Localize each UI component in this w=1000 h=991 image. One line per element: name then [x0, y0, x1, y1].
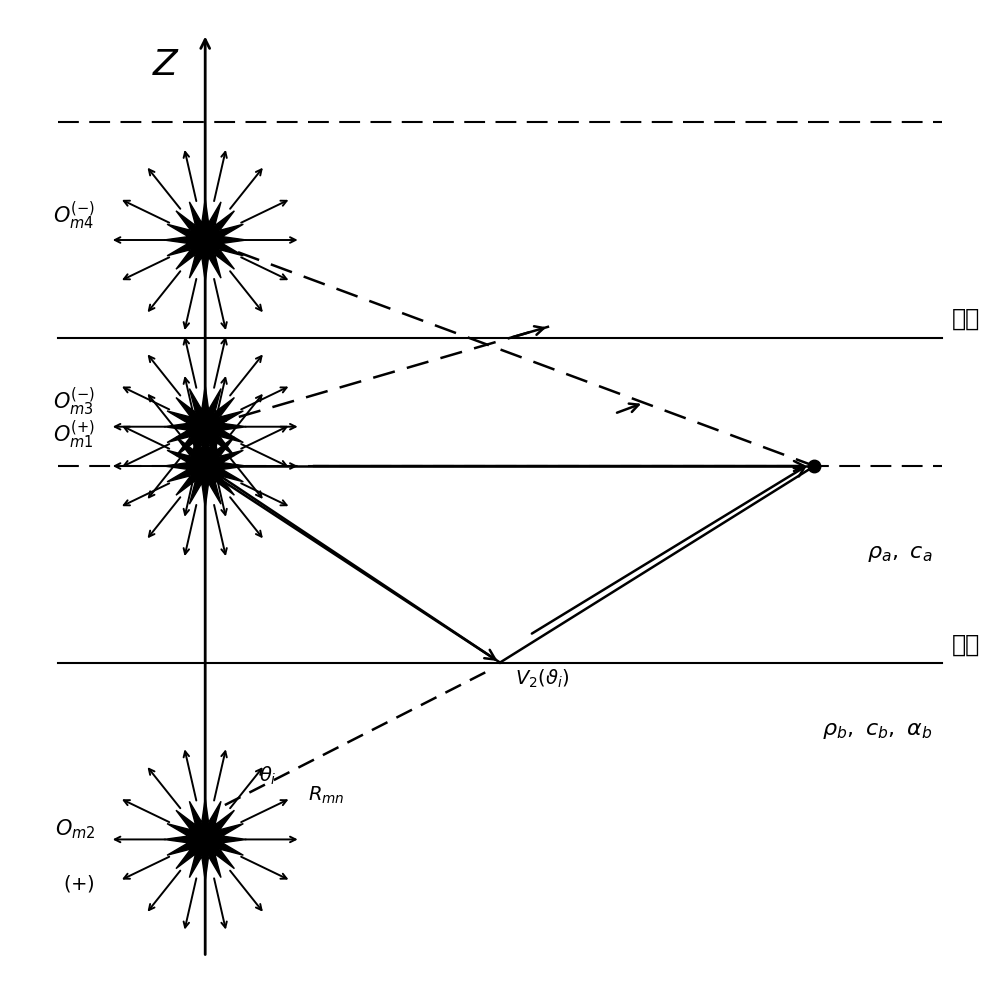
- Text: $\theta_i$: $\theta_i$: [259, 764, 277, 787]
- Text: $(+)$: $(+)$: [63, 873, 95, 894]
- Text: 海底: 海底: [952, 633, 980, 657]
- Text: $\rho_a,\ c_a$: $\rho_a,\ c_a$: [867, 544, 932, 565]
- Polygon shape: [164, 385, 246, 468]
- Text: $O^{(-)}_{m3}$: $O^{(-)}_{m3}$: [53, 385, 95, 418]
- Polygon shape: [164, 199, 246, 281]
- Text: $\mathit{Z}$: $\mathit{Z}$: [152, 49, 181, 82]
- Text: $R_{mn}$: $R_{mn}$: [308, 785, 345, 806]
- Polygon shape: [164, 425, 246, 507]
- Text: $O_{m2}$: $O_{m2}$: [55, 818, 95, 841]
- Text: 海面: 海面: [952, 306, 980, 331]
- Text: $O^{(-)}_{m4}$: $O^{(-)}_{m4}$: [53, 199, 95, 232]
- Text: $V_2(\vartheta_i)$: $V_2(\vartheta_i)$: [515, 668, 569, 690]
- Text: $O^{(+)}_{m1}$: $O^{(+)}_{m1}$: [53, 418, 95, 451]
- Text: $\rho_b,\ c_b,\ \alpha_b$: $\rho_b,\ c_b,\ \alpha_b$: [822, 721, 932, 741]
- Polygon shape: [164, 798, 246, 881]
